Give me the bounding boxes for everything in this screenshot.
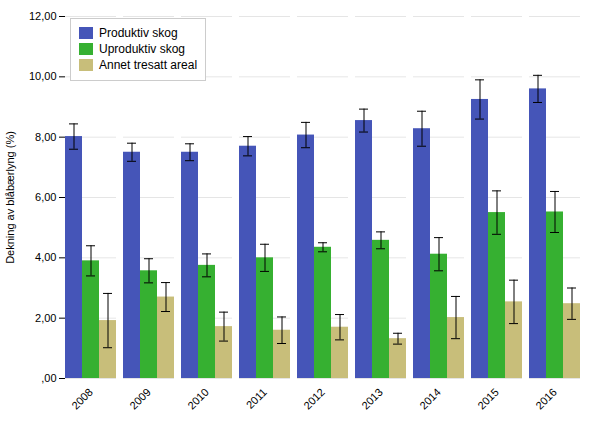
svg-text:4,00: 4,00 (35, 251, 56, 263)
svg-text:Dekning av blåbærlyng (%): Dekning av blåbærlyng (%) (4, 131, 16, 264)
svg-text:2015: 2015 (475, 386, 501, 412)
svg-text:2008: 2008 (69, 386, 95, 412)
html-text:Uproduktiv skog: Uproduktiv skog (99, 42, 185, 57)
svg-text:12,00: 12,00 (29, 10, 57, 22)
svg-text:2012: 2012 (301, 386, 327, 412)
svg-text:8,00: 8,00 (35, 131, 56, 143)
svg-text:2010: 2010 (185, 386, 211, 412)
html-text:Annet tresatt areal: Annet tresatt areal (99, 58, 198, 73)
svg-text:2009: 2009 (127, 386, 153, 412)
svg-text:2014: 2014 (417, 386, 443, 412)
svg-text:2,00: 2,00 (35, 312, 56, 324)
html-text:Produktiv skog: Produktiv skog (99, 26, 178, 40)
svg-text:6,00: 6,00 (35, 191, 56, 203)
svg-text:2016: 2016 (533, 386, 559, 412)
svg-text:2011: 2011 (244, 386, 269, 411)
svg-text:2013: 2013 (359, 386, 385, 412)
svg-text:10,00: 10,00 (29, 70, 57, 82)
svg-text:,00: ,00 (41, 372, 56, 384)
